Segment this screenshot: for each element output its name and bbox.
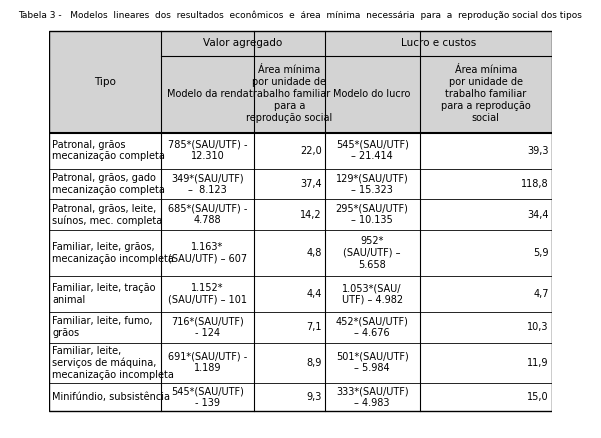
Text: Modelo da renda: Modelo da renda bbox=[166, 89, 248, 99]
Text: 15,0: 15,0 bbox=[527, 392, 549, 402]
Text: 349*(SAU/UTF)
–  8.123: 349*(SAU/UTF) – 8.123 bbox=[171, 173, 244, 195]
Text: 691*(SAU/UTF) -
1.189: 691*(SAU/UTF) - 1.189 bbox=[168, 352, 247, 374]
Text: 4,7: 4,7 bbox=[534, 289, 549, 299]
Bar bbox=[325, 56, 419, 133]
Bar bbox=[419, 56, 552, 133]
Text: Tabela 3 -   Modelos  lineares  dos  resultados  econômicos  e  área  mínima  ne: Tabela 3 - Modelos lineares dos resultad… bbox=[19, 11, 582, 21]
Text: 333*(SAU/UTF)
– 4.983: 333*(SAU/UTF) – 4.983 bbox=[336, 386, 409, 408]
Text: 501*(SAU/UTF)
– 5.984: 501*(SAU/UTF) – 5.984 bbox=[336, 352, 409, 374]
Text: Tipo: Tipo bbox=[94, 77, 116, 87]
Text: 1.163*
(SAU/UTF) – 607: 1.163* (SAU/UTF) – 607 bbox=[168, 242, 247, 264]
Bar bbox=[49, 31, 552, 411]
Text: 11,9: 11,9 bbox=[528, 358, 549, 367]
Bar bbox=[49, 383, 552, 411]
Bar bbox=[254, 56, 325, 133]
Text: 129*(SAU/UTF)
– 15.323: 129*(SAU/UTF) – 15.323 bbox=[336, 173, 409, 195]
Text: 295*(SAU/UTF)
– 10.135: 295*(SAU/UTF) – 10.135 bbox=[336, 204, 409, 226]
Bar bbox=[49, 276, 552, 312]
Text: Minifúndio, subsistência: Minifúndio, subsistência bbox=[52, 392, 170, 402]
Text: Familiar, leite, grãos,
mecanização incompleta: Familiar, leite, grãos, mecanização inco… bbox=[52, 242, 174, 264]
Text: 9,3: 9,3 bbox=[307, 392, 322, 402]
Text: 685*(SAU/UTF) -
4.788: 685*(SAU/UTF) - 4.788 bbox=[168, 204, 247, 226]
Text: 118,8: 118,8 bbox=[521, 179, 549, 189]
Text: 8,9: 8,9 bbox=[307, 358, 322, 367]
Bar bbox=[49, 312, 552, 343]
Text: 39,3: 39,3 bbox=[528, 146, 549, 155]
Text: 14,2: 14,2 bbox=[300, 210, 322, 219]
Text: 716*(SAU/UTF)
- 124: 716*(SAU/UTF) - 124 bbox=[171, 316, 244, 338]
Text: Patronal, grãos
mecanização completa: Patronal, grãos mecanização completa bbox=[52, 140, 165, 162]
Bar bbox=[49, 31, 160, 133]
Text: 37,4: 37,4 bbox=[300, 179, 322, 189]
Text: Lucro e custos: Lucro e custos bbox=[401, 39, 476, 48]
Text: 4,8: 4,8 bbox=[307, 248, 322, 258]
Bar bbox=[160, 31, 325, 56]
Bar bbox=[49, 199, 552, 230]
Text: Valor agregado: Valor agregado bbox=[203, 39, 282, 48]
Text: Familiar, leite, fumo,
grãos: Familiar, leite, fumo, grãos bbox=[52, 316, 153, 338]
Text: Patronal, grãos, leite,
suínos, mec. completa: Patronal, grãos, leite, suínos, mec. com… bbox=[52, 204, 162, 226]
Text: Área mínima
por unidade de
trabalho familiar
para a reprodução
social: Área mínima por unidade de trabalho fami… bbox=[441, 65, 531, 124]
Text: Modelo do lucro: Modelo do lucro bbox=[334, 89, 411, 99]
Text: 952*
(SAU/UTF) –
5.658: 952* (SAU/UTF) – 5.658 bbox=[343, 237, 401, 269]
Text: 10,3: 10,3 bbox=[528, 322, 549, 332]
Bar bbox=[49, 169, 552, 199]
Text: 545*(SAU/UTF)
- 139: 545*(SAU/UTF) - 139 bbox=[171, 386, 244, 408]
Text: 4,4: 4,4 bbox=[307, 289, 322, 299]
Text: Familiar, leite,
serviços de máquina,
mecanização incompleta: Familiar, leite, serviços de máquina, me… bbox=[52, 346, 174, 380]
Text: Familiar, leite, tração
animal: Familiar, leite, tração animal bbox=[52, 283, 156, 305]
Text: 5,9: 5,9 bbox=[534, 248, 549, 258]
Text: 22,0: 22,0 bbox=[300, 146, 322, 155]
Bar bbox=[49, 230, 552, 276]
Text: 545*(SAU/UTF)
– 21.414: 545*(SAU/UTF) – 21.414 bbox=[336, 140, 409, 162]
Text: Área mínima
por unidade de
trabalho familiar
para a
reprodução social: Área mínima por unidade de trabalho fami… bbox=[246, 65, 332, 124]
Bar bbox=[49, 133, 552, 169]
Text: 452*(SAU/UTF)
– 4.676: 452*(SAU/UTF) – 4.676 bbox=[336, 316, 409, 338]
Bar bbox=[160, 56, 254, 133]
Text: 1.053*(SAU/
UTF) – 4.982: 1.053*(SAU/ UTF) – 4.982 bbox=[341, 283, 403, 305]
Text: 785*(SAU/UTF) -
12.310: 785*(SAU/UTF) - 12.310 bbox=[168, 140, 247, 162]
Bar bbox=[325, 31, 552, 56]
Text: Patronal, grãos, gado
mecanização completa: Patronal, grãos, gado mecanização comple… bbox=[52, 173, 165, 195]
Bar bbox=[49, 343, 552, 383]
Text: 1.152*
(SAU/UTF) – 101: 1.152* (SAU/UTF) – 101 bbox=[168, 283, 247, 305]
Text: 7,1: 7,1 bbox=[306, 322, 322, 332]
Text: 34,4: 34,4 bbox=[528, 210, 549, 219]
